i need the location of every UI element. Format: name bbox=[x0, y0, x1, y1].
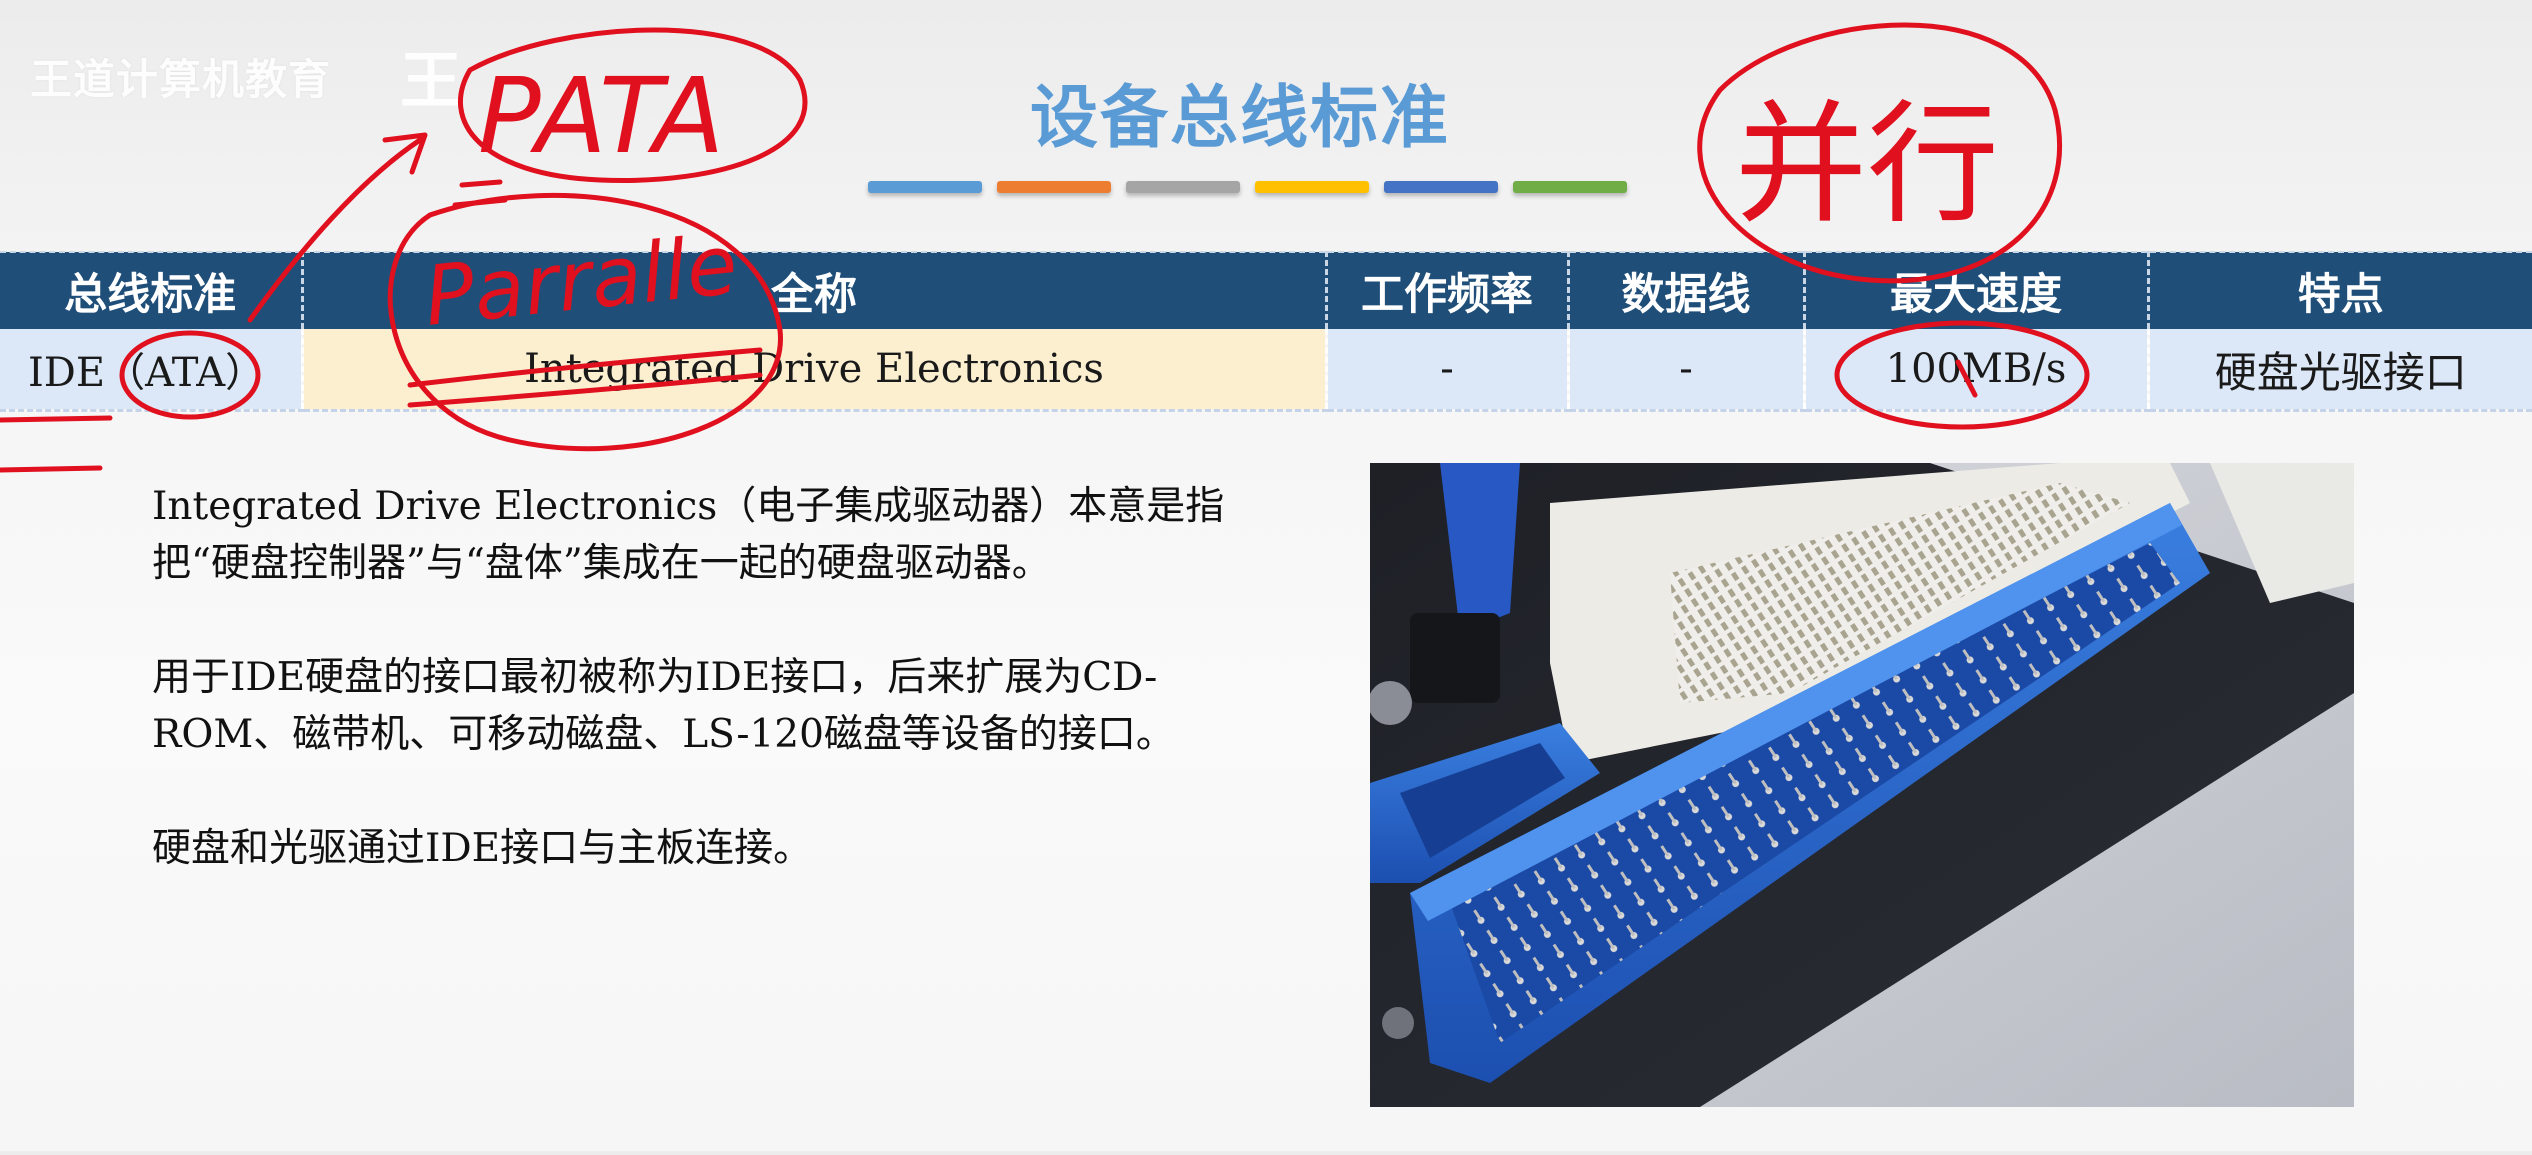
table-header-row: 总线标准 全称 工作频率 数据线 最大速度 特点 bbox=[0, 251, 2532, 329]
cell-frequency: - bbox=[1324, 329, 1568, 412]
cell-bus-standard: IDE（ATA） bbox=[0, 329, 302, 412]
accent-bar-orange bbox=[997, 181, 1111, 193]
header-full-name: 全称 bbox=[300, 251, 1326, 329]
description-paragraph: 用于IDE硬盘的接口最初被称为IDE接口，后来扩展为CD-ROM、磁带机、可移动… bbox=[152, 655, 1175, 757]
header-bus-standard: 总线标准 bbox=[0, 251, 302, 329]
accent-bar-darkblue bbox=[1384, 181, 1498, 193]
accent-bar-blue bbox=[868, 181, 982, 193]
ide-connector-photo bbox=[1370, 463, 2354, 1107]
accent-bar-gray bbox=[1126, 181, 1240, 193]
ide-connector-illustration bbox=[1370, 463, 2354, 1107]
cell-full-name: Integrated Drive Electronics bbox=[300, 329, 1326, 412]
description-text: Integrated Drive Electronics（电子集成驱动器）本意是… bbox=[152, 478, 1282, 934]
description-paragraph: 硬盘和光驱通过IDE接口与主板连接。 bbox=[152, 826, 813, 871]
header-data-lines: 数据线 bbox=[1566, 251, 1804, 329]
cell-data-lines: - bbox=[1566, 329, 1804, 412]
cell-max-speed: 100MB/s bbox=[1802, 329, 2148, 412]
header-max-speed: 最大速度 bbox=[1802, 251, 2148, 329]
header-frequency: 工作频率 bbox=[1324, 251, 1568, 329]
header-features: 特点 bbox=[2146, 251, 2532, 329]
description-paragraph: Integrated Drive Electronics（电子集成驱动器）本意是… bbox=[152, 484, 1225, 586]
bus-standard-table: 总线标准 全称 工作频率 数据线 最大速度 特点 IDE（ATA） Integr… bbox=[0, 251, 2532, 412]
cell-features: 硬盘光驱接口 bbox=[2146, 329, 2532, 412]
accent-bar-yellow bbox=[1255, 181, 1369, 193]
table-row: IDE（ATA） Integrated Drive Electronics - … bbox=[0, 329, 2532, 412]
watermark-text: 王道计算机教育 bbox=[30, 55, 332, 104]
accent-bar-green bbox=[1513, 181, 1627, 193]
watermark-glyph: 王 bbox=[400, 44, 463, 117]
slide-title: 设备总线标准 bbox=[1029, 79, 1450, 158]
